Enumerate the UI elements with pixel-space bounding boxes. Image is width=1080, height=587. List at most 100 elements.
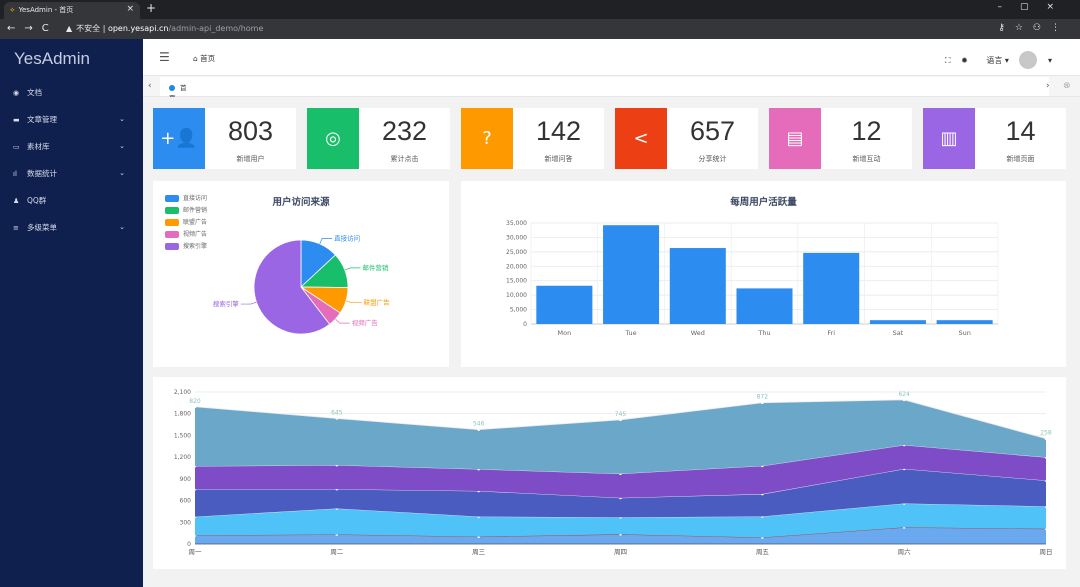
- y-tick-label: 30,000: [506, 234, 527, 241]
- bar[interactable]: [536, 285, 593, 324]
- sidebar: YesAdmin ◉ 文档 ▬ 文章管理 ⌄ ▭ 素材库 ⌄ ıl 数据统计 ⌄ ♟ QQ群 ≡ 多级菜单 ⌄: [0, 39, 143, 587]
- chevron-down-icon: ⌄: [119, 142, 125, 150]
- language-select[interactable]: 语言 ▾: [986, 55, 1009, 65]
- stat-label: 新增互动: [852, 155, 881, 163]
- url-path: /admin-api_demo/home: [168, 24, 264, 33]
- pie-slice-label: 搜索引擎: [213, 299, 240, 308]
- browser-actions[interactable]: ⚷☆⚇⋮: [998, 23, 1070, 33]
- sidebar-item-3[interactable]: ıl 数据统计 ⌄: [0, 160, 143, 187]
- data-label: 745: [615, 411, 627, 418]
- area-series[interactable]: [195, 468, 1046, 518]
- y-tick-label: 1,200: [174, 454, 191, 461]
- bar[interactable]: [603, 225, 660, 324]
- pie-legend: 直接访问邮件营销 联盟广告 视频广告 搜索引擎: [165, 193, 207, 253]
- bar[interactable]: [669, 248, 726, 324]
- y-tick-label: 300: [180, 519, 192, 526]
- stat-value: 142: [535, 116, 582, 146]
- legend-item[interactable]: 视频广告: [165, 229, 207, 241]
- legend-swatch: [165, 231, 179, 238]
- page-tabs-bar: ‹ 首页 › ⊗: [143, 75, 1080, 102]
- pie-slice[interactable]: [253, 239, 331, 335]
- tab-home[interactable]: 首页: [165, 79, 195, 102]
- legend-item[interactable]: 搜索引擎: [165, 241, 207, 253]
- sidebar-item-1[interactable]: ▬ 文章管理 ⌄: [0, 106, 143, 133]
- area-series[interactable]: [195, 444, 1046, 498]
- bar[interactable]: [736, 288, 793, 324]
- bar-chart: 0 5,000 10,000 15,000 20,000 25,000 30,000 35,0…: [506, 220, 999, 337]
- bar[interactable]: [936, 320, 993, 324]
- x-tick-label: 周日: [1040, 548, 1053, 556]
- breadcrumb-label: 首页: [200, 54, 216, 63]
- bug-icon[interactable]: ✹: [961, 55, 968, 65]
- series-point[interactable]: [335, 417, 339, 420]
- pie-slice-label: 联盟广告: [364, 298, 391, 307]
- pie-label-line: [319, 238, 333, 245]
- area-series[interactable]: [195, 503, 1046, 538]
- sidebar-item-0[interactable]: ◉ 文档: [0, 79, 143, 106]
- bar-panel: 每周用户活跃量 0 5,000 10,000 15,000 20,000 25,000 30…: [461, 181, 1066, 367]
- close-tab-icon[interactable]: ×: [126, 4, 134, 14]
- bar[interactable]: [803, 252, 860, 324]
- sidebar-item-5[interactable]: ≡ 多级菜单 ⌄: [0, 214, 143, 241]
- url-field[interactable]: ▲ 不安全 | open.yesapi.cn/admin-api_demo/hom…: [66, 24, 264, 33]
- sidebar-menu: ◉ 文档 ▬ 文章管理 ⌄ ▭ 素材库 ⌄ ıl 数据统计 ⌄ ♟ QQ群 ≡ 多级菜单 ⌄: [0, 79, 143, 241]
- stat-card[interactable]: ? 142 新增问答: [461, 108, 604, 169]
- y-tick-label: 20,000: [506, 263, 527, 270]
- data-label: 820: [189, 398, 201, 405]
- series-point[interactable]: [1044, 437, 1048, 440]
- y-tick-label: 0: [523, 321, 527, 328]
- stat-label: 新增问答: [544, 155, 573, 163]
- stat-card[interactable]: +👤 803 新增用户: [153, 108, 296, 169]
- area-series[interactable]: [195, 399, 1046, 474]
- bar[interactable]: [869, 320, 926, 324]
- map-icon: ▥: [923, 108, 975, 169]
- stat-card[interactable]: ▤ 12 新增互动: [769, 108, 912, 169]
- sidebar-item-4[interactable]: ♟ QQ群: [0, 187, 143, 214]
- series-point[interactable]: [761, 401, 764, 405]
- nav-buttons[interactable]: ←→C: [7, 23, 58, 34]
- bar-title: 每周用户活跃量: [730, 197, 797, 208]
- legend-item[interactable]: 邮件营销: [165, 205, 207, 217]
- stat-value: 803: [227, 116, 274, 146]
- x-tick-label: Sun: [958, 329, 970, 337]
- series-point[interactable]: [619, 418, 622, 422]
- locate-icon: ◎: [307, 108, 359, 169]
- legend-item[interactable]: 直接访问: [165, 193, 207, 205]
- url-host: open.yesapi.cn: [107, 24, 169, 33]
- legend-label: 直接访问: [183, 195, 208, 202]
- chevron-down-icon: ⌄: [119, 115, 125, 123]
- user-add-icon: +👤: [153, 108, 205, 169]
- pie-label-line: [345, 300, 362, 303]
- x-tick-label: Sat: [893, 329, 904, 337]
- x-tick-label: 周二: [330, 548, 344, 556]
- fullscreen-icon[interactable]: ⛶: [944, 55, 951, 65]
- sidebar-item-2[interactable]: ▭ 素材库 ⌄: [0, 133, 143, 160]
- avatar[interactable]: [1019, 51, 1038, 69]
- avatar-dropdown-icon[interactable]: ▾: [1047, 55, 1052, 65]
- close-all-icon[interactable]: ⊗: [1063, 81, 1071, 91]
- header: ☰ ⌂ 首页 ⛶ ✹ 语言 ▾ ▾: [143, 39, 1080, 75]
- menu-toggle-icon[interactable]: ☰: [159, 50, 170, 64]
- tabs-strip: [160, 77, 1049, 96]
- y-tick-label: 5,000: [510, 307, 527, 314]
- new-tab-icon[interactable]: +: [146, 1, 157, 15]
- window-controls[interactable]: –▢×: [997, 2, 1072, 12]
- stat-card[interactable]: ▥ 14 新增页面: [923, 108, 1066, 169]
- series-point[interactable]: [193, 405, 197, 409]
- legend-item[interactable]: 联盟广告: [165, 217, 207, 229]
- tabs-left-icon[interactable]: ‹: [148, 81, 152, 91]
- pie-slice-label: 邮件营销: [362, 263, 389, 272]
- series-point[interactable]: [902, 398, 906, 402]
- help-icon: ?: [461, 108, 513, 169]
- tabs-right-icon[interactable]: ›: [1046, 81, 1050, 91]
- browser-tab-title: YesAdmin - 首页: [18, 6, 74, 14]
- browser-tab[interactable]: ⟡ YesAdmin - 首页 ×: [4, 2, 140, 19]
- stat-card[interactable]: <657 分享统计: [615, 108, 758, 169]
- data-label: 624: [898, 391, 910, 398]
- sidebar-item-label: 文档: [27, 88, 42, 97]
- area-series[interactable]: [195, 527, 1046, 544]
- series-point[interactable]: [477, 428, 480, 431]
- x-tick-label: 周一: [189, 548, 203, 556]
- stat-card[interactable]: ◎ 232 累计点击: [307, 108, 450, 169]
- browser-tab-strip: ⟡ YesAdmin - 首页 × + –▢×: [0, 0, 1080, 19]
